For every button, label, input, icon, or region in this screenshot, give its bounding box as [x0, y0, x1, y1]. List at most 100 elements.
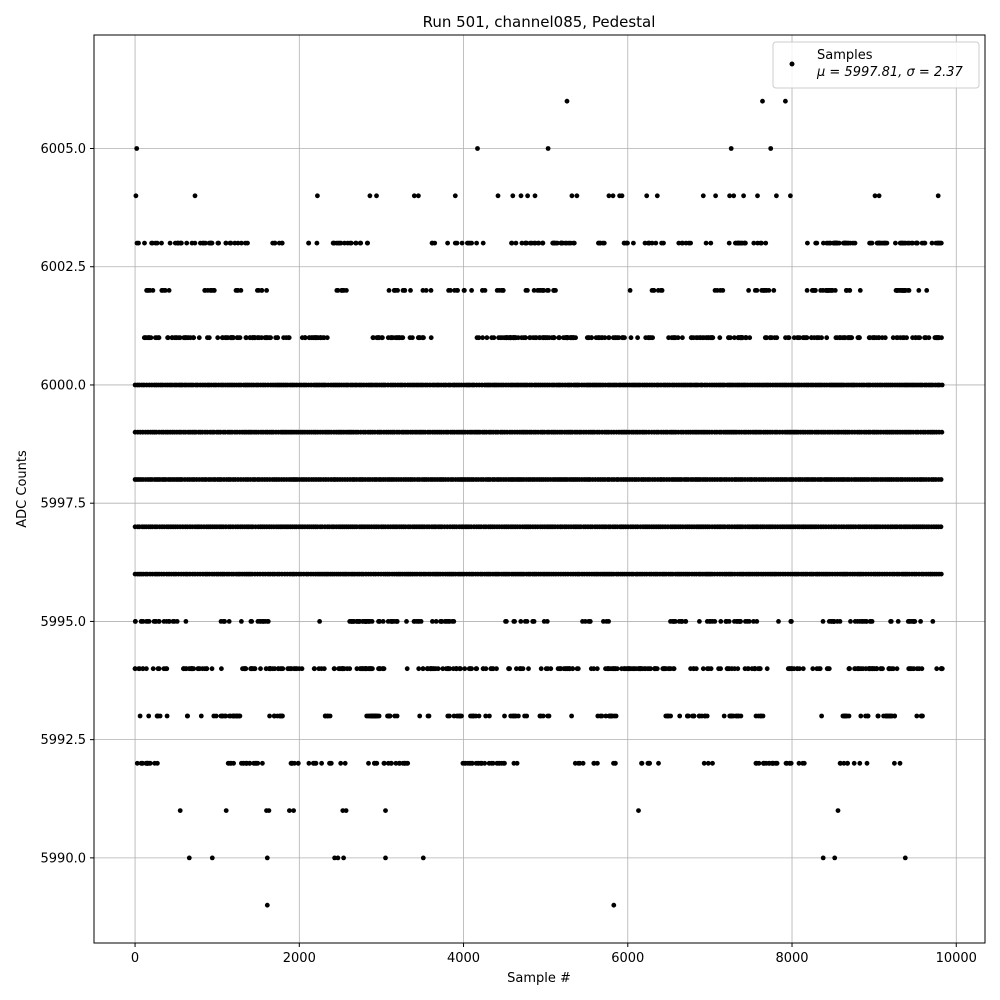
data-point [524, 713, 530, 719]
data-point [732, 335, 737, 341]
data-point [774, 335, 780, 341]
data-point [264, 902, 270, 908]
data-point [165, 335, 171, 341]
data-point [376, 713, 382, 719]
data-point [256, 335, 262, 341]
data-point [501, 760, 506, 766]
data-point [430, 619, 435, 624]
data-point [518, 666, 524, 672]
data-point [156, 335, 161, 341]
data-point [502, 713, 507, 719]
data-point [763, 240, 769, 246]
data-point [857, 760, 863, 766]
data-point [666, 713, 672, 719]
data-point [544, 335, 550, 341]
data-point [134, 240, 140, 246]
data-point [746, 666, 751, 672]
data-point [697, 619, 702, 624]
data-point [340, 666, 346, 672]
x-tick-label: 8000 [775, 951, 808, 966]
data-point [670, 335, 676, 341]
data-point [226, 619, 232, 624]
data-point [569, 193, 575, 199]
data-point [571, 240, 577, 246]
data-point [480, 335, 485, 341]
data-point [397, 760, 403, 766]
data-point [509, 240, 515, 246]
data-point [386, 288, 392, 293]
data-point [938, 477, 944, 482]
data-point [754, 619, 760, 624]
data-point [917, 335, 923, 341]
data-point [394, 619, 400, 624]
data-point [816, 666, 822, 672]
data-point [767, 335, 773, 341]
data-point [797, 335, 802, 341]
data-point [423, 288, 429, 293]
data-point [247, 335, 253, 341]
data-point [867, 240, 872, 246]
data-point [882, 335, 888, 341]
y-tick-label: 5995.0 [41, 615, 87, 630]
data-point [451, 713, 457, 719]
data-point [145, 760, 151, 766]
data-point [895, 335, 900, 341]
x-tick-label: 6000 [611, 951, 644, 966]
data-point [929, 240, 935, 246]
data-point [169, 335, 175, 341]
data-point [566, 666, 572, 672]
data-point [355, 619, 361, 624]
data-point [209, 666, 215, 672]
data-point [536, 335, 542, 341]
data-point [241, 760, 247, 766]
data-point [886, 666, 892, 672]
data-point [428, 288, 434, 293]
data-point [511, 619, 517, 624]
data-point [888, 619, 894, 624]
data-point [938, 571, 944, 577]
data-point [468, 713, 473, 719]
data-point [512, 335, 518, 341]
data-point [316, 666, 322, 672]
data-point [332, 240, 337, 246]
data-point [894, 666, 900, 672]
data-point [649, 240, 655, 246]
data-point [228, 240, 234, 246]
data-point [183, 619, 189, 624]
data-point [462, 666, 468, 672]
data-point [826, 619, 832, 624]
data-point [801, 760, 807, 766]
data-point [761, 288, 767, 293]
data-point [232, 240, 238, 246]
data-point [735, 713, 741, 719]
data-point [467, 240, 473, 246]
data-point [283, 335, 289, 341]
data-point [536, 288, 542, 293]
data-point [166, 619, 172, 624]
data-point [586, 619, 592, 624]
data-point [683, 619, 688, 624]
data-point [892, 760, 897, 766]
data-point [810, 666, 816, 672]
data-point [531, 288, 537, 293]
data-point [724, 619, 730, 624]
data-point [771, 288, 777, 293]
data-point [693, 666, 699, 672]
data-point [658, 288, 664, 293]
chart-title: Run 501, channel085, Pedestal [423, 13, 656, 31]
data-point [842, 335, 848, 341]
data-point [909, 240, 914, 246]
data-point [878, 666, 884, 672]
data-point [223, 808, 229, 813]
data-point [448, 288, 453, 293]
data-point [788, 619, 794, 624]
data-point [186, 855, 192, 861]
data-point [381, 760, 387, 766]
data-point [182, 335, 188, 341]
data-point [416, 666, 422, 672]
data-point [688, 666, 693, 672]
data-point [445, 666, 451, 672]
data-point [510, 193, 516, 199]
data-point [593, 335, 599, 341]
data-point [191, 666, 197, 672]
